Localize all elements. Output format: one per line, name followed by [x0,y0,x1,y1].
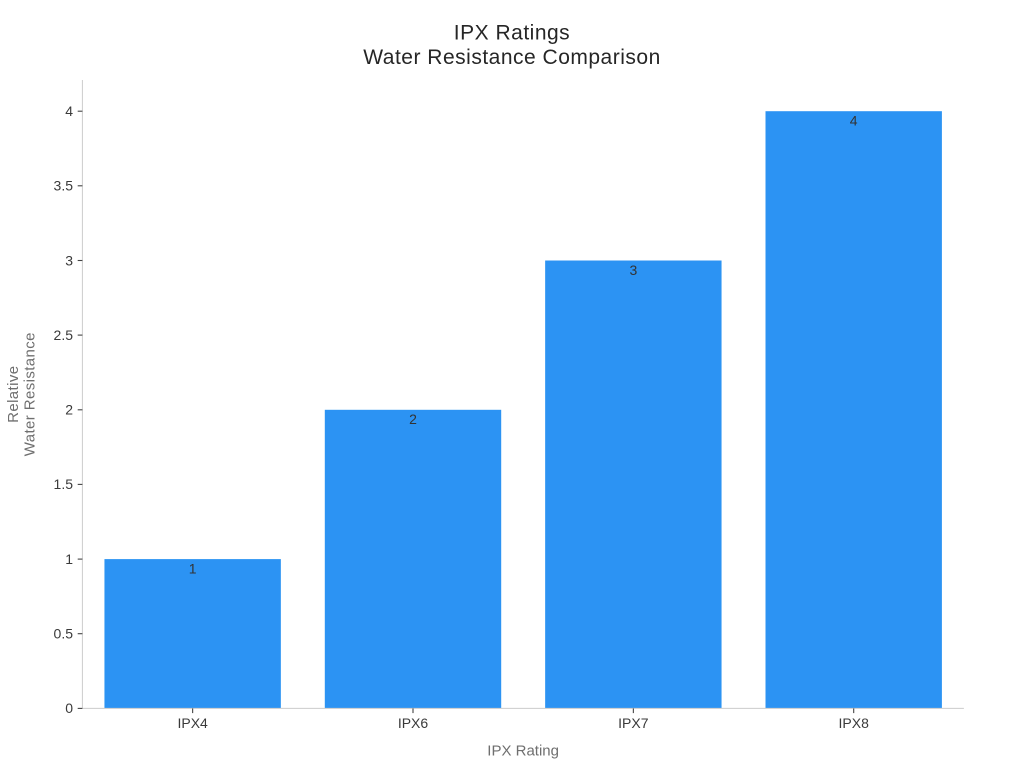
svg-text:0.5: 0.5 [54,626,74,642]
svg-text:IPX6: IPX6 [398,715,429,731]
svg-text:IPX4: IPX4 [177,715,208,731]
svg-text:IPX Ratings: IPX Ratings [454,22,570,45]
svg-text:IPX7: IPX7 [618,715,649,731]
svg-text:Relative: Relative [5,365,22,422]
svg-text:1.5: 1.5 [54,476,74,492]
svg-text:4: 4 [850,113,858,129]
svg-text:0: 0 [65,700,73,716]
svg-text:2.5: 2.5 [54,327,74,343]
svg-text:Water Resistance: Water Resistance [22,332,39,456]
svg-text:4: 4 [65,103,73,119]
svg-text:IPX Rating: IPX Rating [487,742,559,759]
svg-text:1: 1 [189,560,197,576]
svg-text:IPX8: IPX8 [839,715,870,731]
svg-text:1: 1 [65,551,73,567]
svg-text:Water Resistance Comparison: Water Resistance Comparison [363,46,661,69]
svg-text:3.5: 3.5 [54,178,74,194]
svg-text:2: 2 [65,402,73,418]
svg-text:3: 3 [65,252,73,268]
svg-text:3: 3 [629,262,637,278]
svg-text:2: 2 [409,411,417,427]
